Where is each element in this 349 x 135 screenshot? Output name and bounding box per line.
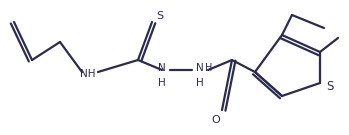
Text: H: H (196, 78, 204, 88)
Text: S: S (156, 11, 164, 21)
Text: NH: NH (80, 69, 96, 79)
Text: N: N (158, 63, 166, 73)
Text: H: H (205, 63, 213, 73)
Text: N: N (196, 63, 204, 73)
Text: S: S (326, 80, 334, 94)
Text: O: O (211, 115, 220, 125)
Text: H: H (158, 78, 166, 88)
